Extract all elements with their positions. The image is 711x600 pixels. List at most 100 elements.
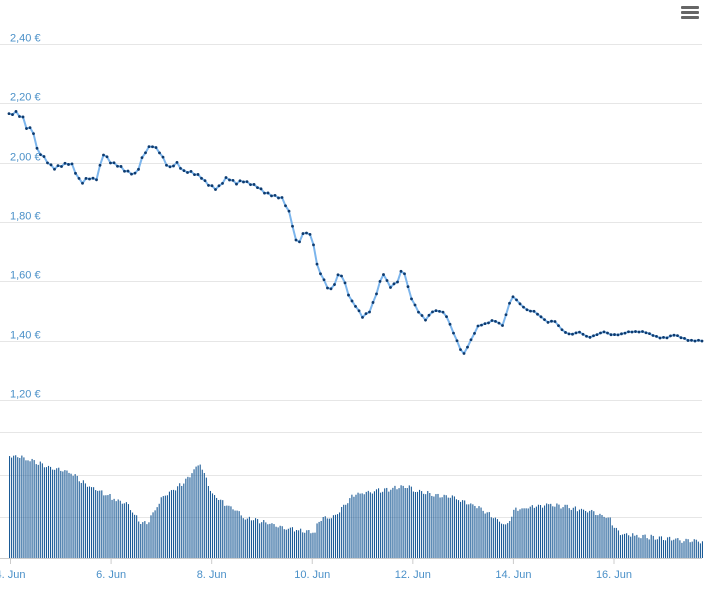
volume-bar [474, 505, 476, 558]
volume-bar [273, 524, 275, 558]
volume-bar [160, 497, 162, 558]
volume-bar [207, 485, 209, 558]
price-point [504, 313, 508, 317]
volume-bar [669, 536, 671, 558]
volume-bar [644, 534, 646, 558]
volume-bar [17, 457, 19, 558]
volume-bar [345, 504, 347, 558]
price-point [529, 309, 532, 313]
price-point [434, 309, 438, 313]
volume-bar [289, 527, 291, 558]
price-point [172, 164, 175, 168]
volume-bar [23, 457, 25, 558]
volume-bar [162, 496, 164, 558]
price-point [301, 232, 305, 235]
volume-bar [544, 505, 546, 558]
price-point [175, 160, 179, 164]
volume-bar [291, 527, 293, 558]
volume-bar [328, 518, 330, 558]
price-point [543, 318, 546, 322]
price-point [354, 305, 357, 308]
price-point [662, 336, 665, 339]
volume-bar [505, 524, 507, 558]
volume-bar [142, 522, 144, 558]
volume-bar [593, 511, 595, 558]
volume-bar [548, 504, 550, 558]
volume-bar [236, 510, 238, 558]
price-point [697, 338, 700, 342]
volume-bar [146, 524, 148, 558]
volume-bar [375, 489, 378, 558]
volume-bar [170, 490, 173, 558]
price-point [609, 333, 613, 337]
volume-bar [334, 514, 337, 558]
price-point [186, 171, 189, 174]
price-point [424, 318, 427, 322]
volume-bar [332, 515, 334, 558]
volume-bar [29, 461, 31, 558]
volume-bar [281, 526, 283, 558]
volume-bar [550, 503, 552, 558]
volume-bar [396, 489, 398, 558]
volume-bar [675, 538, 677, 558]
volume-bar [84, 483, 86, 558]
volume-bar [214, 495, 216, 558]
price-point [574, 331, 578, 335]
price-point [361, 316, 364, 319]
price-point [343, 281, 347, 285]
volume-bar [429, 493, 431, 558]
price-point [46, 161, 49, 165]
volume-bar [576, 511, 578, 558]
price-point [28, 126, 32, 130]
volume-bar [119, 500, 121, 558]
x-tick-label: 8. Jun [197, 569, 227, 581]
volume-bar [306, 530, 308, 558]
volume-bar [683, 541, 685, 558]
price-point [245, 180, 249, 184]
volume-bar [591, 509, 593, 558]
price-point [158, 151, 161, 155]
volume-bar [535, 506, 537, 558]
volume-bar [693, 539, 695, 558]
volume-bar [515, 507, 517, 558]
price-point [231, 178, 235, 182]
price-point [396, 280, 399, 284]
price-point [592, 334, 595, 338]
volume-bar [349, 498, 351, 558]
volume-bar [97, 490, 99, 558]
volume-bar [632, 533, 634, 558]
volume-bar [9, 456, 11, 558]
hamburger-menu-icon[interactable] [678, 4, 702, 22]
price-point [497, 321, 501, 325]
price-point [483, 322, 487, 326]
volume-bar [203, 472, 205, 558]
volume-bar [570, 509, 572, 558]
price-point [11, 113, 14, 116]
price-point [357, 309, 361, 313]
volume-bar [628, 535, 630, 558]
volume-bar [650, 534, 652, 558]
price-point [224, 176, 228, 179]
volume-bar [150, 515, 152, 558]
price-point [25, 127, 28, 130]
volume-bar [435, 494, 437, 558]
volume-bar [287, 528, 289, 558]
price-point [49, 163, 53, 167]
volume-bar [275, 526, 277, 558]
volume-bar [537, 504, 539, 558]
volume-bar [218, 499, 220, 558]
volume-bar [498, 521, 501, 558]
volume-bar [66, 470, 68, 558]
volume-bar [209, 490, 211, 558]
volume-bar [201, 469, 203, 558]
price-point [77, 176, 81, 180]
volume-bar [410, 486, 412, 558]
price-point [420, 314, 424, 317]
price-point [480, 323, 483, 327]
y-tick-label: 1,40 € [10, 330, 41, 342]
volume-bar [252, 520, 255, 558]
volume-bar [33, 460, 35, 558]
price-point [616, 333, 620, 337]
price-point [168, 165, 172, 169]
price-point [270, 194, 273, 198]
